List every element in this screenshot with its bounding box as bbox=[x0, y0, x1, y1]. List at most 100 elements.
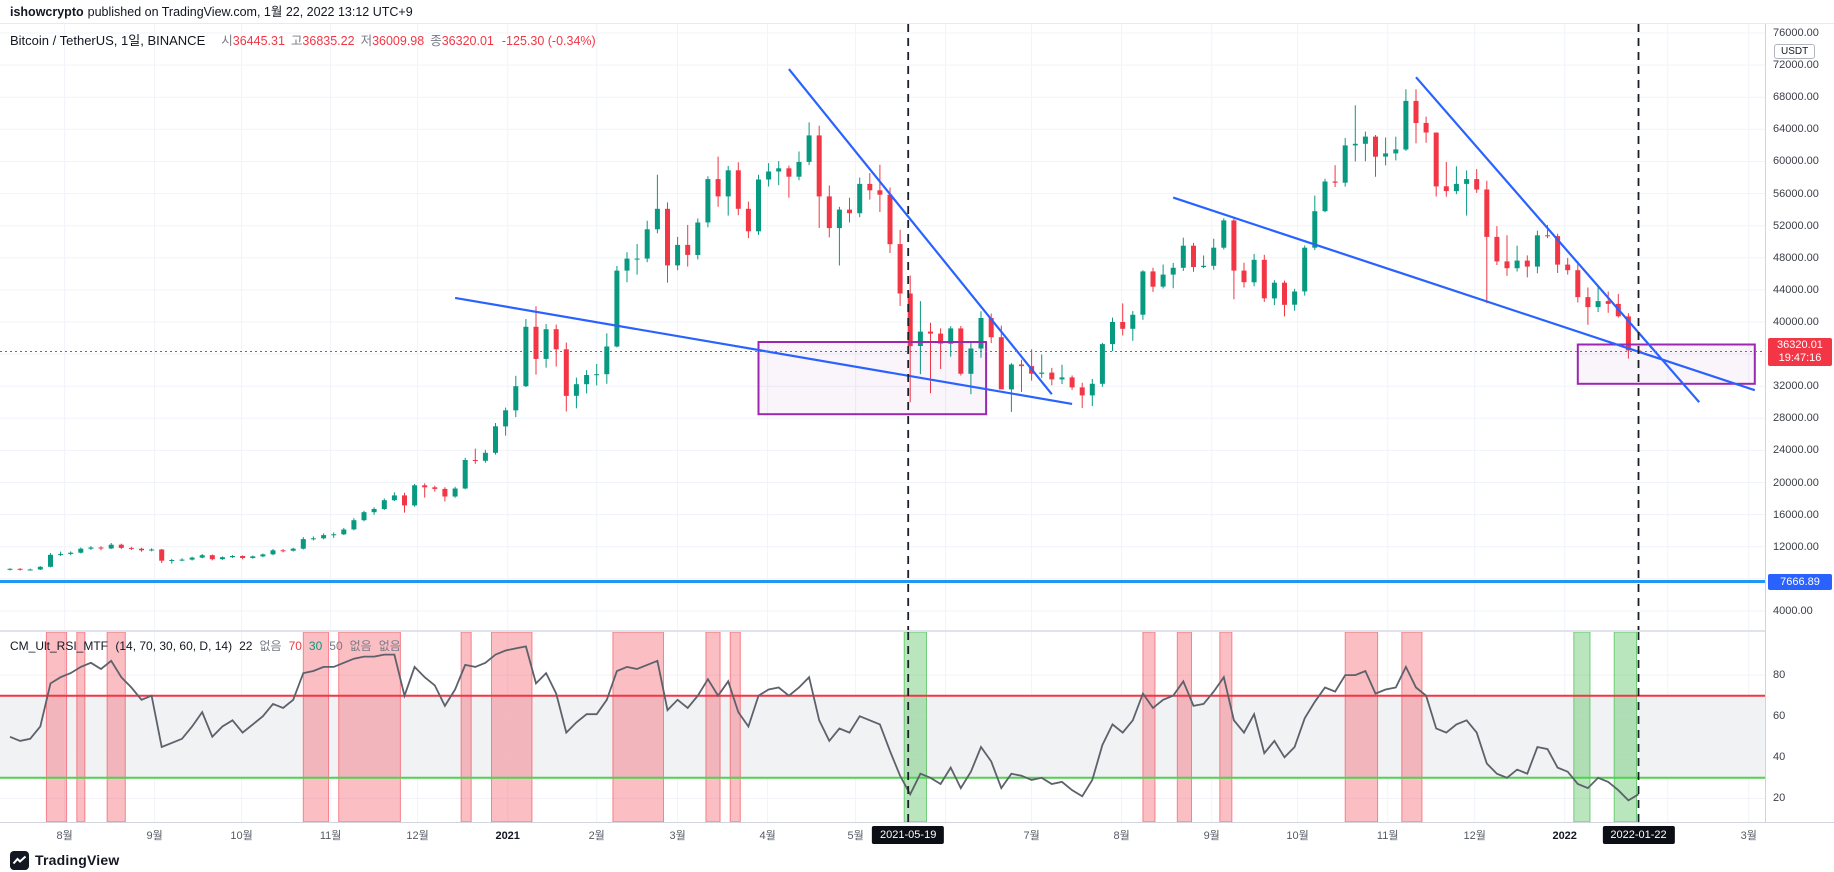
time-axis-label: 12월 bbox=[406, 830, 429, 842]
rsi-tick-label: 40 bbox=[1773, 751, 1786, 764]
indicator-value-6: 없음 bbox=[378, 639, 401, 653]
indicator-value-4: 50 bbox=[329, 639, 343, 653]
price-tick-label: 44000.00 bbox=[1773, 283, 1819, 296]
price-tick-label: 16000.00 bbox=[1773, 508, 1819, 521]
ohlc-open-value: 36445.31 bbox=[232, 34, 285, 48]
overbought-band bbox=[338, 632, 401, 822]
time-axis-label: 4월 bbox=[759, 830, 776, 842]
overbought-band bbox=[1401, 632, 1423, 822]
overbought-band bbox=[106, 632, 126, 822]
overbought-band bbox=[460, 632, 472, 822]
support-zone-box[interactable] bbox=[757, 341, 988, 416]
overbought-band bbox=[302, 632, 330, 822]
indicator-params: (14, 70, 30, 60, D, 14) bbox=[115, 639, 233, 653]
time-axis-label: 3월 bbox=[1740, 830, 1757, 842]
price-tick-label: 32000.00 bbox=[1773, 380, 1819, 393]
ohlc-close-label: 종 bbox=[430, 34, 442, 48]
time-axis-label: 8월 bbox=[1113, 830, 1130, 842]
rsi-tick-label: 60 bbox=[1773, 710, 1786, 723]
price-tick-label: 28000.00 bbox=[1773, 412, 1819, 425]
indicator-title[interactable]: CM_Ult_RSI_MTF bbox=[10, 639, 109, 653]
trend-line[interactable] bbox=[1415, 76, 1701, 403]
overbought-band bbox=[45, 632, 68, 822]
tradingview-logo-icon[interactable] bbox=[10, 850, 29, 870]
indicator-value-5: 없음 bbox=[349, 639, 372, 653]
ohlc-low-value: 36009.98 bbox=[372, 34, 425, 48]
trend-line[interactable] bbox=[788, 68, 1053, 395]
footer: TradingView bbox=[0, 848, 1834, 872]
price-axis[interactable]: 76000.00 72000.00 68000.00 64000.00 60000.00… bbox=[1765, 24, 1834, 822]
ohlc-close-value: 36320.01 bbox=[441, 34, 494, 48]
symbol-title[interactable]: Bitcoin / TetherUS, 1일, BINANCE bbox=[10, 33, 206, 48]
publish-bar: ishowcrypto published on TradingView.com,… bbox=[0, 0, 1834, 24]
time-axis-label: 10월 bbox=[230, 830, 253, 842]
tradingview-logo-text[interactable]: TradingView bbox=[35, 852, 120, 868]
pane-divider[interactable] bbox=[0, 630, 1765, 632]
overbought-band bbox=[612, 632, 665, 822]
time-axis-label: 8월 bbox=[56, 830, 73, 842]
time-axis-label: 11월 bbox=[319, 830, 342, 842]
date-chip: 2022-01-22 bbox=[1602, 826, 1675, 844]
trend-line[interactable] bbox=[454, 296, 1073, 405]
price-tick-label: 64000.00 bbox=[1773, 123, 1819, 136]
overbought-band bbox=[1344, 632, 1379, 822]
time-axis-label: 10월 bbox=[1286, 830, 1309, 842]
rsi-band-fill bbox=[0, 695, 1765, 778]
price-tick-label: 12000.00 bbox=[1773, 540, 1819, 553]
ohlc-open-label: 시 bbox=[221, 34, 233, 48]
overbought-band bbox=[76, 632, 86, 822]
rsi-indicator-pane[interactable] bbox=[0, 632, 1765, 822]
main-price-pane[interactable] bbox=[0, 24, 1765, 630]
ohlc-high-label: 고 bbox=[290, 34, 303, 48]
overbought-band bbox=[705, 632, 721, 822]
publish-info: published on TradingView.com, 1월 22, 202… bbox=[87, 5, 413, 19]
time-axis-label: 11월 bbox=[1376, 830, 1399, 842]
price-tick-label: 60000.00 bbox=[1773, 155, 1819, 168]
indicator-value-1: 없음 bbox=[259, 639, 282, 653]
price-tick-label: 68000.00 bbox=[1773, 91, 1819, 104]
ohlc-high-value: 36835.22 bbox=[302, 34, 355, 48]
indicator-value-2: 70 bbox=[288, 639, 302, 653]
price-tick-label: 24000.00 bbox=[1773, 444, 1819, 457]
indicator-value-0: 22 bbox=[239, 639, 253, 653]
price-tick-label: 4000.00 bbox=[1773, 604, 1813, 617]
currency-chip[interactable]: USDT bbox=[1774, 44, 1816, 59]
rsi-line[interactable] bbox=[9, 645, 1639, 802]
time-axis-label: 3월 bbox=[669, 830, 686, 842]
time-axis-label: 2022 bbox=[1552, 830, 1577, 842]
indicator-value-3: 30 bbox=[308, 639, 323, 653]
time-axis-label: 2021 bbox=[495, 830, 520, 842]
time-axis[interactable]: 8월 9월 10월 11월 12월 2021 2월 3월 4월 5월 7월 8월 9월 10월 11월 12월… bbox=[0, 822, 1834, 848]
price-change: -125.30 (-0.34%) bbox=[501, 34, 596, 48]
overbought-band bbox=[1176, 632, 1193, 822]
rsi-tick-label: 80 bbox=[1773, 669, 1786, 682]
symbol-legend[interactable]: Bitcoin / TetherUS, 1일, BINANCE 시36445.31… bbox=[10, 30, 596, 49]
time-axis-label: 9월 bbox=[1203, 830, 1220, 842]
publisher-username: ishowcrypto bbox=[10, 5, 84, 19]
indicator-legend[interactable]: CM_Ult_RSI_MTF (14, 70, 30, 60, D, 14) 22… bbox=[10, 637, 401, 654]
date-chip: 2021-05-19 bbox=[872, 826, 945, 844]
trend-line[interactable] bbox=[1172, 196, 1756, 392]
candles[interactable] bbox=[7, 89, 1642, 571]
rsi-tick-label: 20 bbox=[1773, 792, 1786, 805]
time-axis-label: 5월 bbox=[847, 830, 864, 842]
oversold-band bbox=[1573, 632, 1591, 822]
time-axis-label: 12월 bbox=[1463, 830, 1486, 842]
overbought-band bbox=[1142, 632, 1156, 822]
current-price-value: 36320.01 bbox=[1777, 338, 1823, 351]
price-tick-label: 76000.00 bbox=[1773, 27, 1819, 40]
price-tick-label: 72000.00 bbox=[1773, 59, 1819, 72]
overbought-band bbox=[491, 632, 533, 822]
overbought-band bbox=[729, 632, 741, 822]
price-tick-label: 48000.00 bbox=[1773, 251, 1819, 264]
time-axis-label: 9월 bbox=[146, 830, 163, 842]
price-tick-label: 56000.00 bbox=[1773, 187, 1819, 200]
oversold-band bbox=[1613, 632, 1637, 822]
ohlc-low-label: 저 bbox=[360, 34, 373, 48]
current-price-label: 36320.01 19:47:16 bbox=[1768, 337, 1832, 366]
time-axis-label: 2월 bbox=[588, 830, 605, 842]
countdown-timer: 19:47:16 bbox=[1778, 351, 1822, 364]
price-tick-label: 40000.00 bbox=[1773, 315, 1819, 328]
ohlc-values: 시36445.31 고36835.22 저36009.98 종36320.01 bbox=[215, 33, 494, 48]
